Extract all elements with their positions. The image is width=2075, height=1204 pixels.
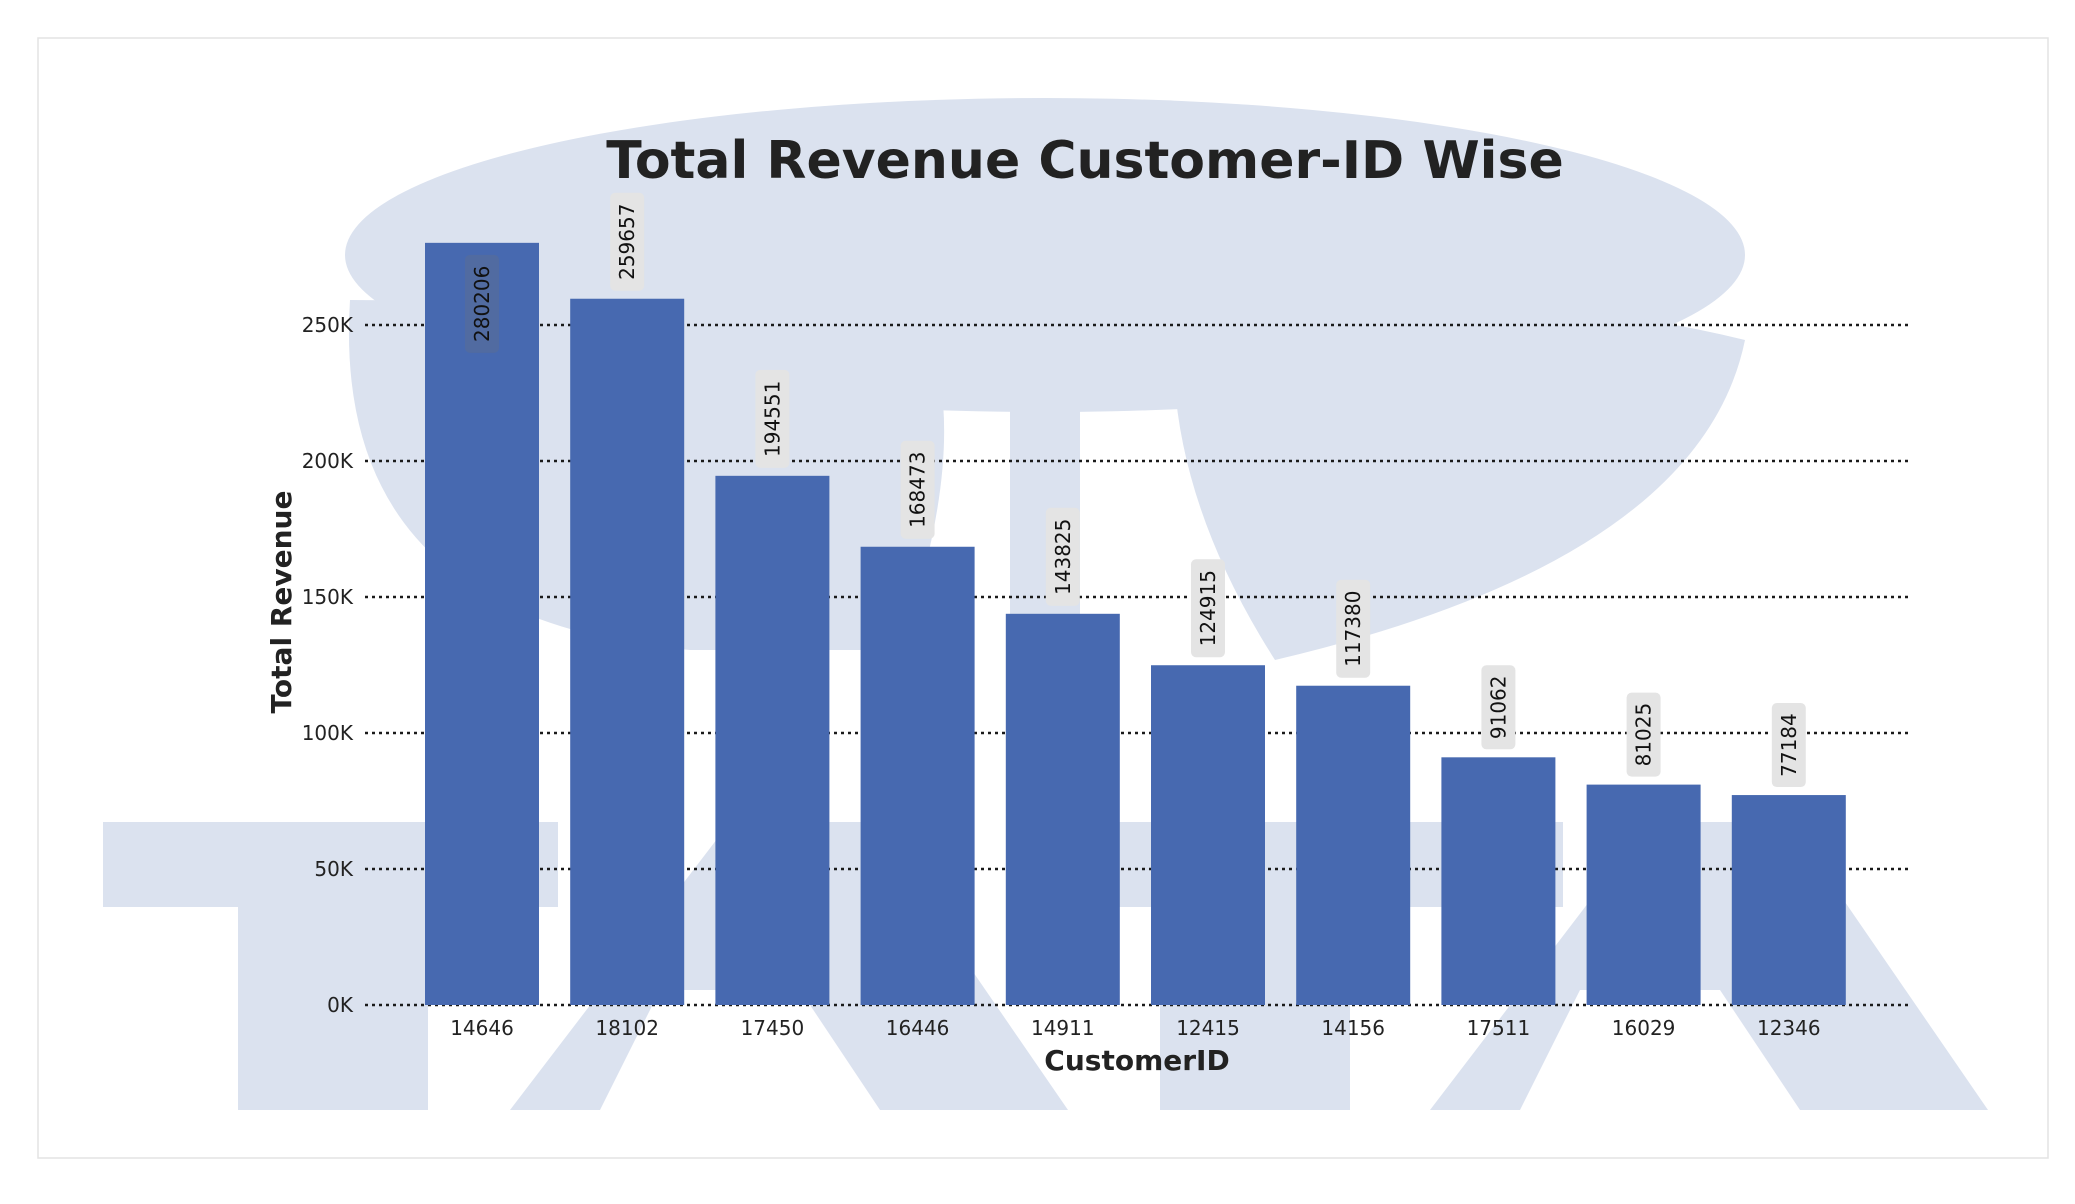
y-axis-title: Total Revenue (265, 491, 298, 714)
bar (1151, 665, 1265, 1005)
x-tick-label: 17511 (1467, 1016, 1531, 1040)
x-axis-title: CustomerID (1044, 1044, 1229, 1077)
y-tick-label: 200K (302, 449, 354, 473)
y-tick-label: 0K (327, 993, 354, 1017)
data-label-bg (1045, 507, 1080, 606)
x-tick-label: 14911 (1031, 1016, 1095, 1040)
x-tick-label: 14646 (450, 1016, 514, 1040)
data-label: 81025 (1632, 703, 1656, 767)
data-label-bg (610, 192, 645, 291)
bar (1441, 757, 1556, 1005)
x-axis-ticks: 14646 18102 17450 16446 14911 12415 14156 17511… (450, 1016, 1820, 1040)
y-gridlines (365, 323, 1908, 1007)
data-label: 143825 (1051, 519, 1075, 595)
card-frame (37, 37, 2049, 1159)
y-tick-label: 250K (302, 313, 354, 337)
y-tick-label: 150K (302, 585, 354, 609)
bar (425, 242, 539, 1006)
data-label: 280206 (470, 266, 494, 342)
x-tick-label: 17450 (741, 1016, 805, 1040)
y-axis-ticks: 0K 50K 100K 150K 200K 250K (302, 313, 354, 1017)
bar (715, 475, 830, 1005)
watermark-right-wing (1173, 300, 1745, 660)
data-label: 259657 (615, 204, 639, 280)
bar (1005, 613, 1120, 1005)
bar-series (425, 242, 1846, 1006)
data-label: 124915 (1196, 570, 1220, 646)
watermark-letter-t-stem (238, 822, 428, 1110)
y-tick-label: 100K (302, 721, 354, 745)
watermark-letter-a2 (1430, 822, 1988, 1110)
data-label: 168473 (906, 452, 930, 528)
data-label-bg (900, 440, 935, 539)
data-label-bg (1481, 665, 1516, 750)
data-labels: 280206 259657 194551 168473 143825 124915 1173… (465, 192, 1806, 788)
data-label: 91062 (1486, 675, 1510, 739)
data-label: 194551 (760, 381, 784, 457)
bar (1586, 784, 1701, 1005)
bar (860, 546, 975, 1005)
x-tick-label: 12346 (1757, 1016, 1821, 1040)
x-tick-label: 14156 (1321, 1016, 1385, 1040)
data-label-bg (755, 369, 790, 468)
data-label-bg (465, 254, 499, 353)
x-tick-label: 16029 (1612, 1016, 1676, 1040)
x-tick-label: 16446 (886, 1016, 950, 1040)
data-label-bg (1771, 703, 1806, 788)
y-tick-label: 50K (314, 857, 353, 881)
data-label-bg (1336, 579, 1371, 678)
chart-title: Total Revenue Customer-ID Wise (606, 131, 1563, 191)
x-tick-label: 12415 (1176, 1016, 1240, 1040)
data-label-bg (1626, 692, 1661, 777)
data-label: 77184 (1777, 713, 1801, 777)
data-label-bg (1191, 559, 1225, 658)
x-tick-label: 18102 (595, 1016, 659, 1040)
bar (1296, 685, 1411, 1005)
bar (1731, 795, 1846, 1005)
bar (570, 298, 685, 1005)
data-label: 117380 (1341, 591, 1365, 667)
